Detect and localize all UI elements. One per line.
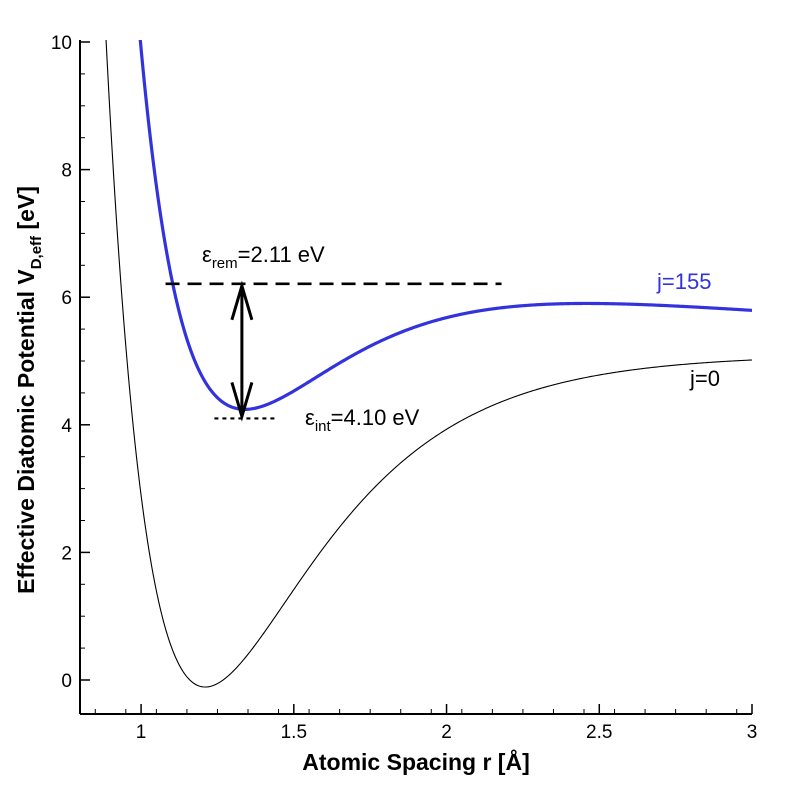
axes: 1 1.5 2 2.5 3 0 2 4 6 8 10	[51, 33, 757, 743]
y-tick-label: 4	[61, 416, 72, 437]
x-tick-label: 1.5	[281, 722, 307, 743]
x-tick-label: 2	[441, 722, 452, 743]
y-tick-label: 10	[51, 33, 72, 54]
eps-rem-label: εrem=2.11 eV	[202, 242, 325, 272]
energy-gap-arrow-head-down	[230, 381, 254, 422]
x-tick-label: 2.5	[586, 722, 612, 743]
eps-int-value: =4.10 eV	[331, 405, 420, 430]
series-label-j155: j=155	[656, 269, 711, 294]
eps-rem-subscript: rem	[212, 255, 238, 272]
energy-gap-arrow-head-up	[230, 280, 254, 321]
y-axis-title-main: Effective Diatomic Potential V	[13, 269, 39, 594]
eps-rem-value: =2.11 eV	[238, 242, 325, 267]
y-tick-label: 6	[61, 288, 72, 309]
annotation-layer	[165, 280, 502, 422]
x-axis-title: Atomic Spacing r [Å]	[302, 748, 529, 775]
eps-int-symbol: ε	[305, 405, 315, 430]
y-axis-title: Effective Diatomic Potential VD,eff [eV]	[13, 186, 45, 594]
series-line-j0	[105, 40, 752, 688]
eps-rem-symbol: ε	[202, 242, 212, 267]
series-line-j155	[138, 40, 752, 411]
eps-int-subscript: int	[315, 418, 332, 435]
series-label-j0: j=0	[689, 366, 720, 391]
y-axis-title-subscript: D,eff	[28, 235, 45, 269]
series-layer	[105, 40, 752, 688]
y-axis-title-unit: [eV]	[13, 186, 39, 236]
x-tick-label: 3	[747, 722, 758, 743]
y-tick-label: 0	[61, 671, 72, 692]
y-tick-label: 2	[61, 543, 72, 564]
y-tick-label: 8	[61, 161, 72, 182]
x-tick-label: 1	[136, 722, 147, 743]
eps-int-label: εint=4.10 eV	[305, 405, 420, 435]
